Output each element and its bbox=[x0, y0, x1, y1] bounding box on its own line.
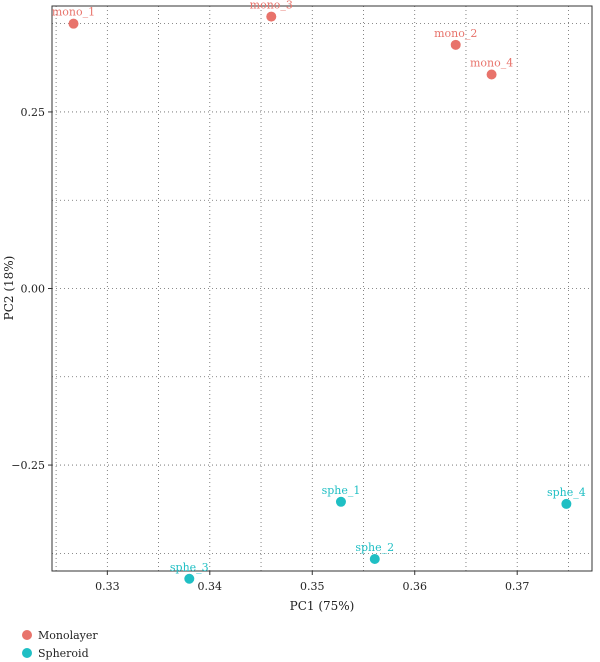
x-tick-label: 0.33 bbox=[95, 580, 120, 593]
x-tick-label: 0.35 bbox=[300, 580, 325, 593]
point-label: sphe_1 bbox=[322, 484, 361, 497]
legend-swatch-spheroid bbox=[22, 648, 32, 658]
legend-item-spheroid: Spheroid bbox=[22, 644, 98, 662]
data-point bbox=[486, 69, 497, 80]
point-label: sphe_4 bbox=[547, 486, 586, 499]
data-point bbox=[369, 553, 380, 564]
point-label: sphe_2 bbox=[355, 541, 394, 554]
x-tick-label: 0.36 bbox=[402, 580, 427, 593]
x-axis-ticks: 0.33 0.34 0.35 0.36 0.37 bbox=[95, 571, 529, 593]
point-label: mono_4 bbox=[470, 57, 513, 70]
x-axis-title: PC1 (75%) bbox=[290, 599, 355, 613]
y-tick-label: 0.25 bbox=[21, 106, 46, 119]
point-label: sphe_3 bbox=[170, 561, 209, 574]
y-tick-label: −0.25 bbox=[11, 459, 45, 472]
data-points: mono_1mono_3mono_2mono_4sphe_1sphe_2sphe… bbox=[52, 0, 586, 584]
data-point bbox=[561, 498, 572, 509]
point-label: mono_3 bbox=[250, 0, 293, 12]
point-label: mono_2 bbox=[434, 27, 477, 40]
point-label: mono_1 bbox=[52, 6, 95, 19]
x-tick-label: 0.34 bbox=[198, 580, 223, 593]
data-point bbox=[450, 39, 461, 50]
legend-label-spheroid: Spheroid bbox=[38, 646, 89, 660]
legend-label-monolayer: Monolayer bbox=[38, 628, 98, 642]
y-axis-ticks: −0.25 0.00 0.25 bbox=[11, 106, 52, 472]
x-tick-label: 0.37 bbox=[505, 580, 530, 593]
y-tick-label: 0.00 bbox=[21, 283, 46, 296]
data-point bbox=[184, 573, 195, 584]
legend: Monolayer Spheroid bbox=[22, 626, 98, 662]
legend-swatch-monolayer bbox=[22, 630, 32, 640]
legend-item-monolayer: Monolayer bbox=[22, 626, 98, 644]
data-point bbox=[68, 18, 79, 29]
data-point bbox=[335, 496, 346, 507]
data-point bbox=[266, 11, 277, 22]
y-axis-title: PC2 (18%) bbox=[2, 256, 16, 321]
